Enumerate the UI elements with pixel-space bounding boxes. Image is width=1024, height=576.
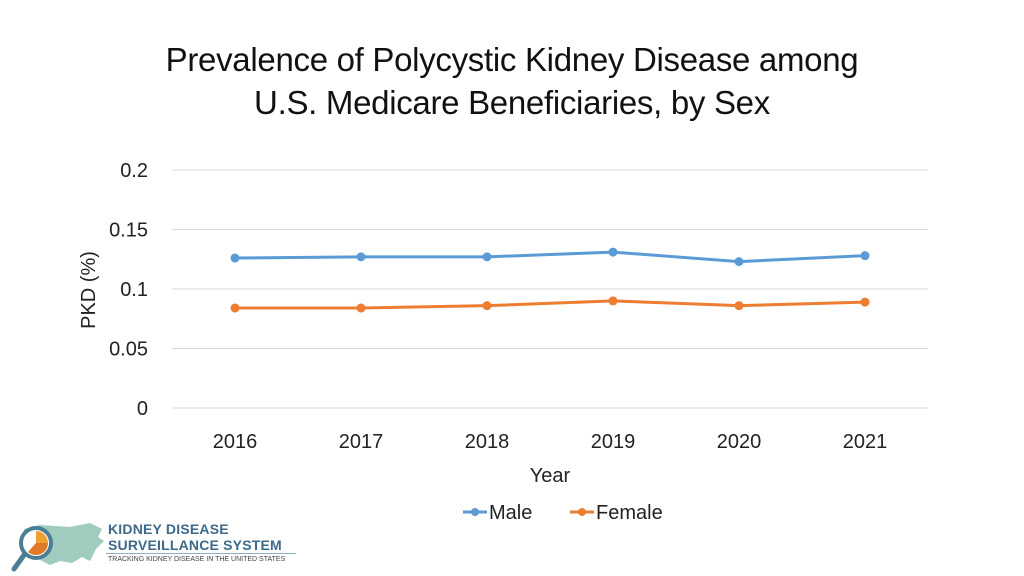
- logo-title-line-2: SURVEILLANCE SYSTEM: [108, 537, 282, 553]
- y-tick-label: 0.05: [109, 339, 148, 361]
- x-tick-label: 2020: [717, 431, 762, 453]
- chart-title-line-2: U.S. Medicare Beneficiaries, by Sex: [254, 84, 770, 121]
- data-point-male: [230, 253, 240, 263]
- data-point-female: [860, 297, 870, 307]
- series-lines: [230, 247, 870, 313]
- x-tick-label: 2019: [591, 431, 636, 453]
- data-point-female: [356, 303, 366, 313]
- series-line-female: [235, 299, 866, 310]
- legend-female-label: Female: [596, 502, 663, 524]
- x-tick-label: 2017: [339, 431, 384, 453]
- x-axis-ticks: 2016 2017 2018 2019 2020 2021: [213, 431, 888, 453]
- legend-female-marker: [578, 508, 586, 516]
- x-tick-label: 2018: [465, 431, 510, 453]
- legend: Male Female: [463, 502, 663, 524]
- data-point-female: [608, 296, 618, 306]
- legend-male-label: Male: [489, 502, 532, 524]
- data-point-female: [734, 301, 744, 311]
- y-tick-label: 0.2: [120, 160, 148, 182]
- logo-tagline: TRACKING KIDNEY DISEASE IN THE UNITED ST…: [108, 556, 286, 563]
- x-axis-label: Year: [530, 465, 571, 487]
- data-point-female: [230, 303, 240, 313]
- series-line-male: [234, 250, 866, 264]
- us-map-magnifier-icon: [11, 523, 104, 572]
- data-point-male: [860, 251, 870, 261]
- y-axis-ticks: 0 0.05 0.1 0.15 0.2: [109, 160, 148, 420]
- y-axis-label: PKD (%): [78, 251, 100, 329]
- legend-male-marker: [471, 508, 479, 516]
- x-tick-label: 2021: [843, 431, 888, 453]
- data-point-male: [734, 257, 744, 267]
- y-tick-label: 0.1: [120, 279, 148, 301]
- data-point-male: [482, 252, 492, 262]
- logo-title-line-1: KIDNEY DISEASE: [108, 521, 229, 537]
- chart-title: Prevalence of Polycystic Kidney Disease …: [0, 38, 1024, 124]
- x-tick-label: 2016: [213, 431, 258, 453]
- chart-title-line-1: Prevalence of Polycystic Kidney Disease …: [165, 41, 859, 78]
- data-point-male: [356, 252, 366, 262]
- data-point-female: [482, 301, 492, 311]
- gridlines: [172, 169, 928, 409]
- y-tick-label: 0: [137, 398, 148, 420]
- data-point-male: [608, 247, 618, 257]
- kidney-disease-surveillance-logo: KIDNEY DISEASE SURVEILLANCE SYSTEM TRACK…: [10, 515, 300, 573]
- logo-divider: [106, 553, 296, 554]
- y-tick-label: 0.15: [109, 220, 148, 242]
